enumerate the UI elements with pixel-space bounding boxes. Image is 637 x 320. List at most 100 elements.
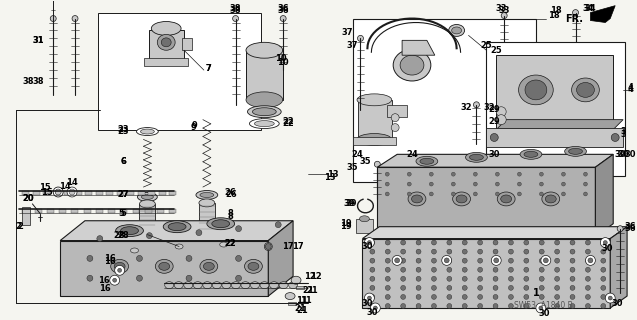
Text: 30: 30 (489, 150, 500, 159)
Circle shape (601, 249, 606, 254)
Ellipse shape (291, 276, 301, 284)
Circle shape (385, 276, 390, 281)
Circle shape (118, 268, 122, 272)
Circle shape (236, 255, 241, 261)
Circle shape (585, 258, 590, 263)
Bar (22, 191, 29, 195)
Ellipse shape (357, 36, 364, 41)
Ellipse shape (199, 199, 215, 207)
Text: 21: 21 (306, 286, 318, 295)
Ellipse shape (200, 193, 214, 197)
Circle shape (416, 240, 421, 245)
Ellipse shape (157, 34, 175, 50)
Circle shape (462, 240, 467, 245)
Text: 35: 35 (360, 157, 371, 166)
Ellipse shape (254, 121, 275, 127)
Text: 5: 5 (118, 209, 125, 218)
Circle shape (508, 249, 513, 254)
Ellipse shape (525, 80, 547, 100)
Circle shape (493, 303, 498, 308)
Text: 4: 4 (627, 85, 633, 94)
Circle shape (524, 240, 529, 245)
Text: 31: 31 (32, 36, 44, 45)
Text: 30: 30 (624, 150, 636, 159)
Ellipse shape (116, 225, 143, 236)
Bar (83, 209, 90, 213)
Circle shape (370, 240, 375, 245)
Circle shape (275, 222, 281, 228)
Polygon shape (60, 241, 268, 296)
Bar (169, 209, 176, 213)
Circle shape (601, 258, 606, 263)
Text: 36: 36 (624, 224, 636, 233)
Polygon shape (402, 40, 435, 55)
Text: 3: 3 (620, 127, 626, 136)
Text: 9: 9 (191, 123, 197, 132)
Text: 34: 34 (583, 4, 594, 13)
Circle shape (601, 294, 606, 300)
Circle shape (517, 182, 521, 186)
Circle shape (452, 182, 455, 186)
Circle shape (555, 276, 559, 281)
Circle shape (494, 258, 499, 263)
Text: 19: 19 (340, 222, 352, 231)
Ellipse shape (452, 27, 462, 34)
Circle shape (462, 267, 467, 272)
Circle shape (462, 258, 467, 263)
Text: 38: 38 (32, 77, 44, 86)
Polygon shape (362, 239, 610, 308)
Circle shape (373, 306, 377, 310)
Bar (71, 209, 78, 213)
Ellipse shape (393, 49, 431, 81)
Circle shape (601, 267, 606, 272)
Circle shape (478, 249, 483, 254)
Text: 30: 30 (601, 244, 613, 253)
Circle shape (496, 192, 499, 196)
Circle shape (583, 172, 587, 176)
Circle shape (447, 285, 452, 290)
Text: 6: 6 (120, 157, 127, 166)
Ellipse shape (212, 220, 230, 228)
Bar (106, 191, 113, 195)
Text: 39: 39 (346, 199, 357, 208)
Circle shape (570, 303, 575, 308)
Ellipse shape (408, 192, 426, 206)
Circle shape (236, 226, 241, 232)
Ellipse shape (184, 282, 193, 289)
Text: 30: 30 (617, 150, 629, 159)
Circle shape (478, 303, 483, 308)
Circle shape (585, 285, 590, 290)
Bar (352, 138, 396, 145)
Ellipse shape (545, 195, 556, 203)
Circle shape (478, 276, 483, 281)
Ellipse shape (195, 237, 218, 247)
Circle shape (429, 182, 433, 186)
Ellipse shape (248, 106, 281, 118)
Circle shape (555, 240, 559, 245)
Ellipse shape (571, 78, 599, 102)
Circle shape (462, 294, 467, 300)
Circle shape (540, 249, 544, 254)
Bar (296, 286, 304, 289)
Bar (486, 128, 623, 148)
Text: 27: 27 (118, 190, 129, 199)
Ellipse shape (140, 224, 155, 232)
Text: SW53  A1840 B: SW53 A1840 B (515, 301, 573, 310)
Text: 11: 11 (296, 296, 308, 305)
Bar (159, 191, 166, 195)
Ellipse shape (159, 262, 169, 270)
Ellipse shape (175, 282, 183, 289)
Circle shape (478, 294, 483, 300)
Circle shape (493, 294, 498, 300)
Text: 10: 10 (275, 54, 287, 63)
Circle shape (600, 237, 610, 247)
Circle shape (517, 172, 521, 176)
Bar (64, 191, 71, 195)
Text: 18: 18 (550, 6, 562, 15)
Circle shape (508, 276, 513, 281)
Ellipse shape (152, 21, 181, 36)
Circle shape (524, 267, 529, 272)
Ellipse shape (357, 133, 392, 145)
Circle shape (385, 294, 390, 300)
Circle shape (540, 240, 544, 245)
